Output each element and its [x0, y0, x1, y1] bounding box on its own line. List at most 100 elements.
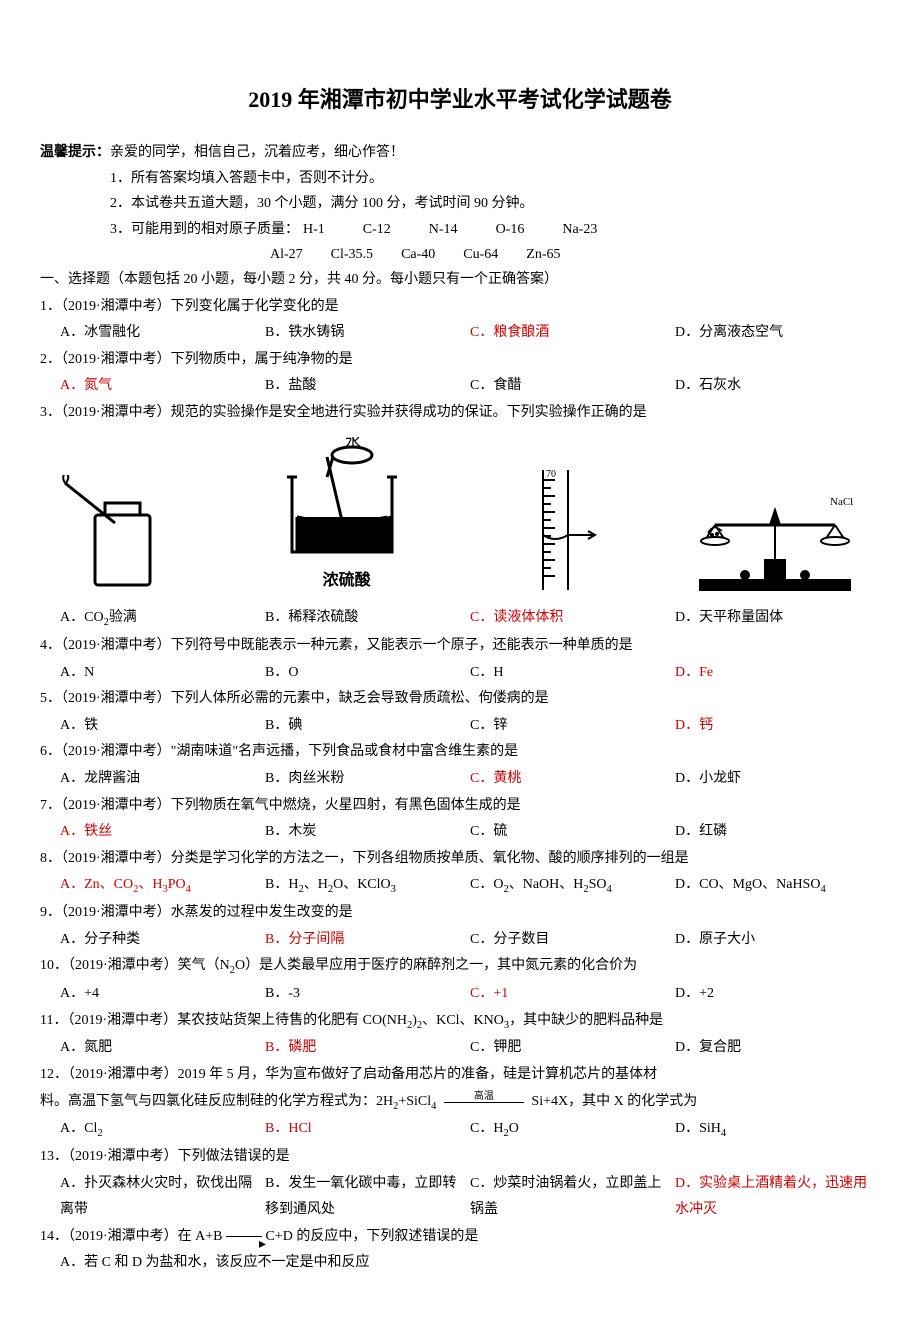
answer-option: D．小龙虾	[675, 766, 880, 793]
answer-option: D．Fe	[675, 660, 880, 687]
fig-dilute-icon: 水	[267, 437, 427, 567]
svg-text:NaCl: NaCl	[830, 496, 853, 508]
answer-option: C．钾肥	[470, 1035, 675, 1062]
question-stem: 11．（2019·湘潭中考）某农技站货架上待售的化肥有 CO(NH2)2、KCl…	[40, 1008, 880, 1036]
answer-option: C．H2O	[470, 1116, 675, 1144]
mass-item: C-12	[363, 217, 391, 242]
answer-option: D．CO、MgO、NaHSO4	[675, 872, 880, 900]
question-stem: 10．（2019·湘潭中考）笑气（N2O）是人类最早应用于医疗的麻醉剂之一，其中…	[40, 953, 880, 981]
answer-option: B．稀释浓硫酸	[265, 605, 470, 633]
answer-option: A．CO2验满	[60, 605, 265, 633]
answer-option: D．复合肥	[675, 1035, 880, 1062]
question-stem: 13．（2019·湘潭中考）下列做法错误的是	[40, 1144, 880, 1171]
tip-text: 亲爱的同学，相信自己，沉着应考，细心作答！	[110, 140, 404, 167]
question-stem: 7．（2019·湘潭中考）下列物质在氧气中燃烧，火星四射，有黑色固体生成的是	[40, 793, 880, 820]
question-stem: 2．（2019·湘潭中考）下列物质中，属于纯净物的是	[40, 347, 880, 374]
question-stem: 4．（2019·湘潭中考）下列符号中既能表示一种元素，又能表示一个原子，还能表示…	[40, 633, 880, 660]
answer-option: A．Cl2	[60, 1116, 265, 1144]
question-stem: 3．（2019·湘潭中考）规范的实验操作是安全地进行实验并获得成功的保证。下列实…	[40, 400, 880, 427]
answer-option: B．HCl	[265, 1116, 470, 1144]
page-title: 2019 年湘潭市初中学业水平考试化学试题卷	[40, 80, 880, 120]
answer-option: C．黄桃	[470, 766, 675, 793]
answer-option: B．盐酸	[265, 373, 470, 400]
mass-item: N-14	[429, 217, 458, 242]
fig-acid-label: 浓硫酸	[323, 567, 371, 596]
mass-item: Cl-35.5	[331, 242, 373, 267]
answer-option: D．分离液态空气	[675, 320, 880, 347]
section-header: 一、选择题（本题包括 20 小题，每小题 2 分，共 40 分。每小题只有一个正…	[40, 267, 880, 294]
answer-option: B．磷肥	[265, 1035, 470, 1062]
answer-option: C．食醋	[470, 373, 675, 400]
question-continuation: 料。高温下氢气与四氯化硅反应制硅的化学方程式为：2H2+SiCl4 高温 Si+…	[40, 1089, 880, 1117]
answer-option: A．氮气	[60, 373, 265, 400]
meta-line-3b: Al-27 Cl-35.5 Ca-40 Cu-64 Zn-65	[270, 242, 880, 267]
answer-option: B．肉丝米粉	[265, 766, 470, 793]
mass-prefix: 3．可能用到的相对原子质量：	[110, 217, 299, 242]
answer-option: A．Zn、CO2、H3PO4	[60, 872, 265, 900]
answer-option: D．红磷	[675, 819, 880, 846]
tip-row: 温馨提示： 亲爱的同学，相信自己，沉着应考，细心作答！	[40, 140, 880, 167]
answer-option: D．钙	[675, 713, 880, 740]
answer-option: B．H2、H2O、KClO3	[265, 872, 470, 900]
mass-item: O-16	[496, 217, 525, 242]
answer-option: C．读液体体积	[470, 605, 675, 633]
question-stem: 1．（2019·湘潭中考）下列变化属于化学变化的是	[40, 294, 880, 321]
answer-option: D．原子大小	[675, 927, 880, 954]
answer-option: C．+1	[470, 981, 675, 1008]
question-stem: 12．（2019·湘潭中考）2019 年 5 月，华为宣布做好了启动备用芯片的准…	[40, 1062, 880, 1089]
question-tail-option: A．若 C 和 D 为盐和水，该反应不一定是中和反应	[60, 1250, 880, 1277]
mass-item: Cu-64	[463, 242, 498, 267]
answer-option: A．铁丝	[60, 819, 265, 846]
question-stem: 6．（2019·湘潭中考）"湖南味道"名声远播，下列食品或食材中富含维生素的是	[40, 739, 880, 766]
answer-option: A．氮肥	[60, 1035, 265, 1062]
mass-item: Al-27	[270, 242, 303, 267]
answer-option: B．碘	[265, 713, 470, 740]
mass-item: Ca-40	[401, 242, 435, 267]
answer-option: B．分子间隔	[265, 927, 470, 954]
answer-option: C．硫	[470, 819, 675, 846]
answer-option: D．天平称量固体	[675, 605, 880, 633]
option-row: A．龙牌酱油B．肉丝米粉C．黄桃D．小龙虾	[60, 766, 880, 793]
fig-balance-icon: NaCl	[690, 485, 860, 595]
answer-option: B．-3	[265, 981, 470, 1008]
fig-co2-icon	[60, 475, 180, 595]
answer-option: A．N	[60, 660, 265, 687]
option-row: A．+4B．-3C．+1D．+2	[60, 981, 880, 1008]
question-stem: 9．（2019·湘潭中考）水蒸发的过程中发生改变的是	[40, 900, 880, 927]
answer-option: A．分子种类	[60, 927, 265, 954]
answer-option: D．+2	[675, 981, 880, 1008]
answer-option: C．O2、NaOH、H2SO4	[470, 872, 675, 900]
answer-option: A．扑灭森林火灾时，砍伐出隔离带	[60, 1171, 265, 1224]
question-stem: 8．（2019·湘潭中考）分类是学习化学的方法之一，下列各组物质按单质、氧化物、…	[40, 846, 880, 873]
answer-option: B．木炭	[265, 819, 470, 846]
answer-option: C．锌	[470, 713, 675, 740]
meta-line-2: 2．本试卷共五道大题，30 个小题，满分 100 分，考试时间 90 分钟。	[110, 191, 880, 216]
option-row: A．氮肥B．磷肥C．钾肥D．复合肥	[60, 1035, 880, 1062]
option-row: A．冰雪融化B．铁水铸锅C．粮食酿酒D．分离液态空气	[60, 320, 880, 347]
option-row: A．分子种类B．分子间隔C．分子数目D．原子大小	[60, 927, 880, 954]
answer-option: A．铁	[60, 713, 265, 740]
answer-option: C．H	[470, 660, 675, 687]
option-row: A．NB．OC．HD．Fe	[60, 660, 880, 687]
answer-option: D．实验桌上酒精着火，迅速用水冲灭	[675, 1171, 880, 1224]
question-stem: 14．（2019·湘潭中考）在 A+B ▸ C+D 的反应中，下列叙述错误的是	[40, 1224, 880, 1251]
svg-text:70: 70	[546, 469, 556, 480]
option-row: A．铁丝B．木炭C．硫D．红磷	[60, 819, 880, 846]
answer-option: B．O	[265, 660, 470, 687]
tip-label: 温馨提示：	[40, 140, 110, 167]
svg-text:水: 水	[345, 437, 361, 451]
mass-item: Zn-65	[526, 242, 560, 267]
fig-cylinder-icon: 70	[513, 465, 603, 595]
answer-option: D．石灰水	[675, 373, 880, 400]
option-row: A．Cl2B．HClC．H2OD．SiH4	[60, 1116, 880, 1144]
option-row: A．Zn、CO2、H3PO4B．H2、H2O、KClO3C．O2、NaOH、H2…	[60, 872, 880, 900]
experiment-figures: 水 浓硫酸 70 NaCl	[40, 437, 880, 596]
answer-option: C．粮食酿酒	[470, 320, 675, 347]
answer-option: D．SiH4	[675, 1116, 880, 1144]
mass-item: Na-23	[562, 217, 597, 242]
answer-option: A．冰雪融化	[60, 320, 265, 347]
meta-line-3: 3．可能用到的相对原子质量： H-1 C-12 N-14 O-16 Na-23	[110, 217, 880, 242]
answer-option: B．铁水铸锅	[265, 320, 470, 347]
question-stem: 5．（2019·湘潭中考）下列人体所必需的元素中，缺乏会导致骨质疏松、佝偻病的是	[40, 686, 880, 713]
option-row: A．铁B．碘C．锌D．钙	[60, 713, 880, 740]
